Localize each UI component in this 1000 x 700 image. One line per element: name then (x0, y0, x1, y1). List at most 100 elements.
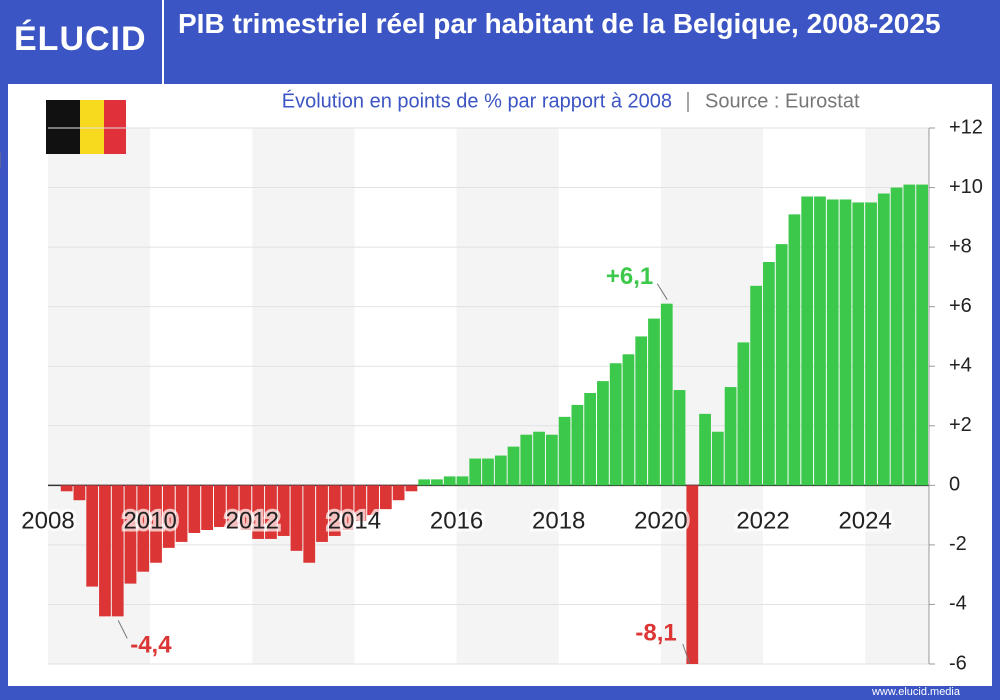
x-tick-label: 2016 (430, 508, 483, 535)
bar (213, 485, 226, 528)
bar (341, 485, 354, 530)
y-tick-label: -2 (949, 533, 967, 555)
bar (111, 485, 124, 617)
footer: www.elucid.media (871, 686, 960, 698)
value-label: -4,4 (130, 632, 172, 659)
x-tick-label: 2012 (226, 508, 279, 535)
bar (277, 485, 290, 536)
bar (890, 187, 903, 486)
bar (750, 285, 763, 486)
bar (673, 390, 686, 486)
x-tick-label: 2018 (532, 508, 585, 535)
bar (379, 485, 392, 510)
bar (622, 354, 635, 486)
chart-title: PIB trimestriel réel par habitant de la … (178, 8, 941, 39)
y-tick-label: +4 (949, 355, 972, 377)
y-tick-label: +6 (949, 295, 972, 317)
y-tick-label: +12 (949, 116, 983, 138)
bar (686, 485, 699, 664)
bar (124, 485, 137, 584)
bar (482, 458, 494, 486)
bar (316, 485, 328, 542)
x-tick-label: 2008 (21, 508, 74, 535)
source: Source : Eurostat (705, 90, 860, 112)
x-tick-label: 2020 (634, 508, 687, 535)
bar (150, 485, 162, 563)
bar (571, 404, 584, 486)
bar (354, 485, 367, 522)
x-tick-label: 2014 (328, 508, 381, 535)
bar (367, 485, 379, 516)
bar (175, 485, 188, 542)
bar (290, 485, 303, 551)
bar (443, 476, 456, 486)
flag-yellow (80, 100, 104, 154)
bar (137, 485, 150, 572)
bar (265, 485, 277, 539)
bar (826, 199, 839, 486)
bar (533, 431, 545, 486)
y-tick-label: -4 (949, 593, 967, 615)
background-band (456, 128, 559, 664)
y-tick-label: +10 (949, 176, 983, 198)
bar (469, 458, 482, 486)
subtitle: Évolution en points de % par rapport à 2… (282, 89, 672, 112)
bar (711, 431, 724, 486)
bar (584, 393, 597, 486)
bar (660, 303, 673, 486)
y-tick-label: -6 (949, 652, 967, 674)
bar (699, 413, 711, 486)
bar (494, 455, 507, 486)
brand: ÉLUCID (14, 20, 147, 58)
y-tick-label: 0 (949, 474, 960, 496)
bar (99, 485, 111, 617)
bar (86, 485, 99, 587)
bar (73, 485, 86, 501)
bar (405, 485, 418, 492)
bar (520, 434, 533, 486)
bar (392, 485, 405, 501)
bar (239, 485, 252, 530)
bar (775, 244, 788, 486)
bar (877, 193, 890, 486)
bar (814, 196, 826, 486)
bar (558, 416, 571, 486)
bar (635, 336, 648, 486)
bar (763, 262, 775, 486)
leader-line (117, 620, 128, 639)
y-tick-label: +2 (949, 414, 972, 436)
bar (903, 184, 916, 486)
bar (788, 214, 801, 486)
bar (916, 184, 928, 486)
bar (865, 202, 877, 486)
x-tick-label: 2024 (838, 508, 891, 535)
bar (609, 363, 622, 486)
bar (648, 318, 660, 486)
separator (162, 0, 164, 84)
bar (60, 485, 73, 492)
bar (188, 485, 201, 533)
bar (597, 381, 609, 486)
bar (545, 434, 558, 486)
leader-line (682, 643, 691, 665)
bar (507, 446, 520, 486)
bar (839, 199, 852, 486)
leader-line (656, 283, 668, 300)
y-tick-label: +8 (949, 235, 972, 257)
bar (418, 479, 431, 486)
bar (226, 485, 239, 528)
flag-black (46, 100, 80, 154)
bar (724, 387, 737, 486)
bar (162, 485, 175, 548)
flag-red (104, 100, 126, 154)
bar (737, 342, 750, 486)
bar (801, 196, 814, 486)
value-label: -8,1 (635, 619, 676, 646)
bar (431, 479, 443, 486)
bar (303, 485, 316, 563)
bar (252, 485, 265, 539)
bar (201, 485, 213, 530)
x-tick-label: 2022 (736, 508, 789, 535)
